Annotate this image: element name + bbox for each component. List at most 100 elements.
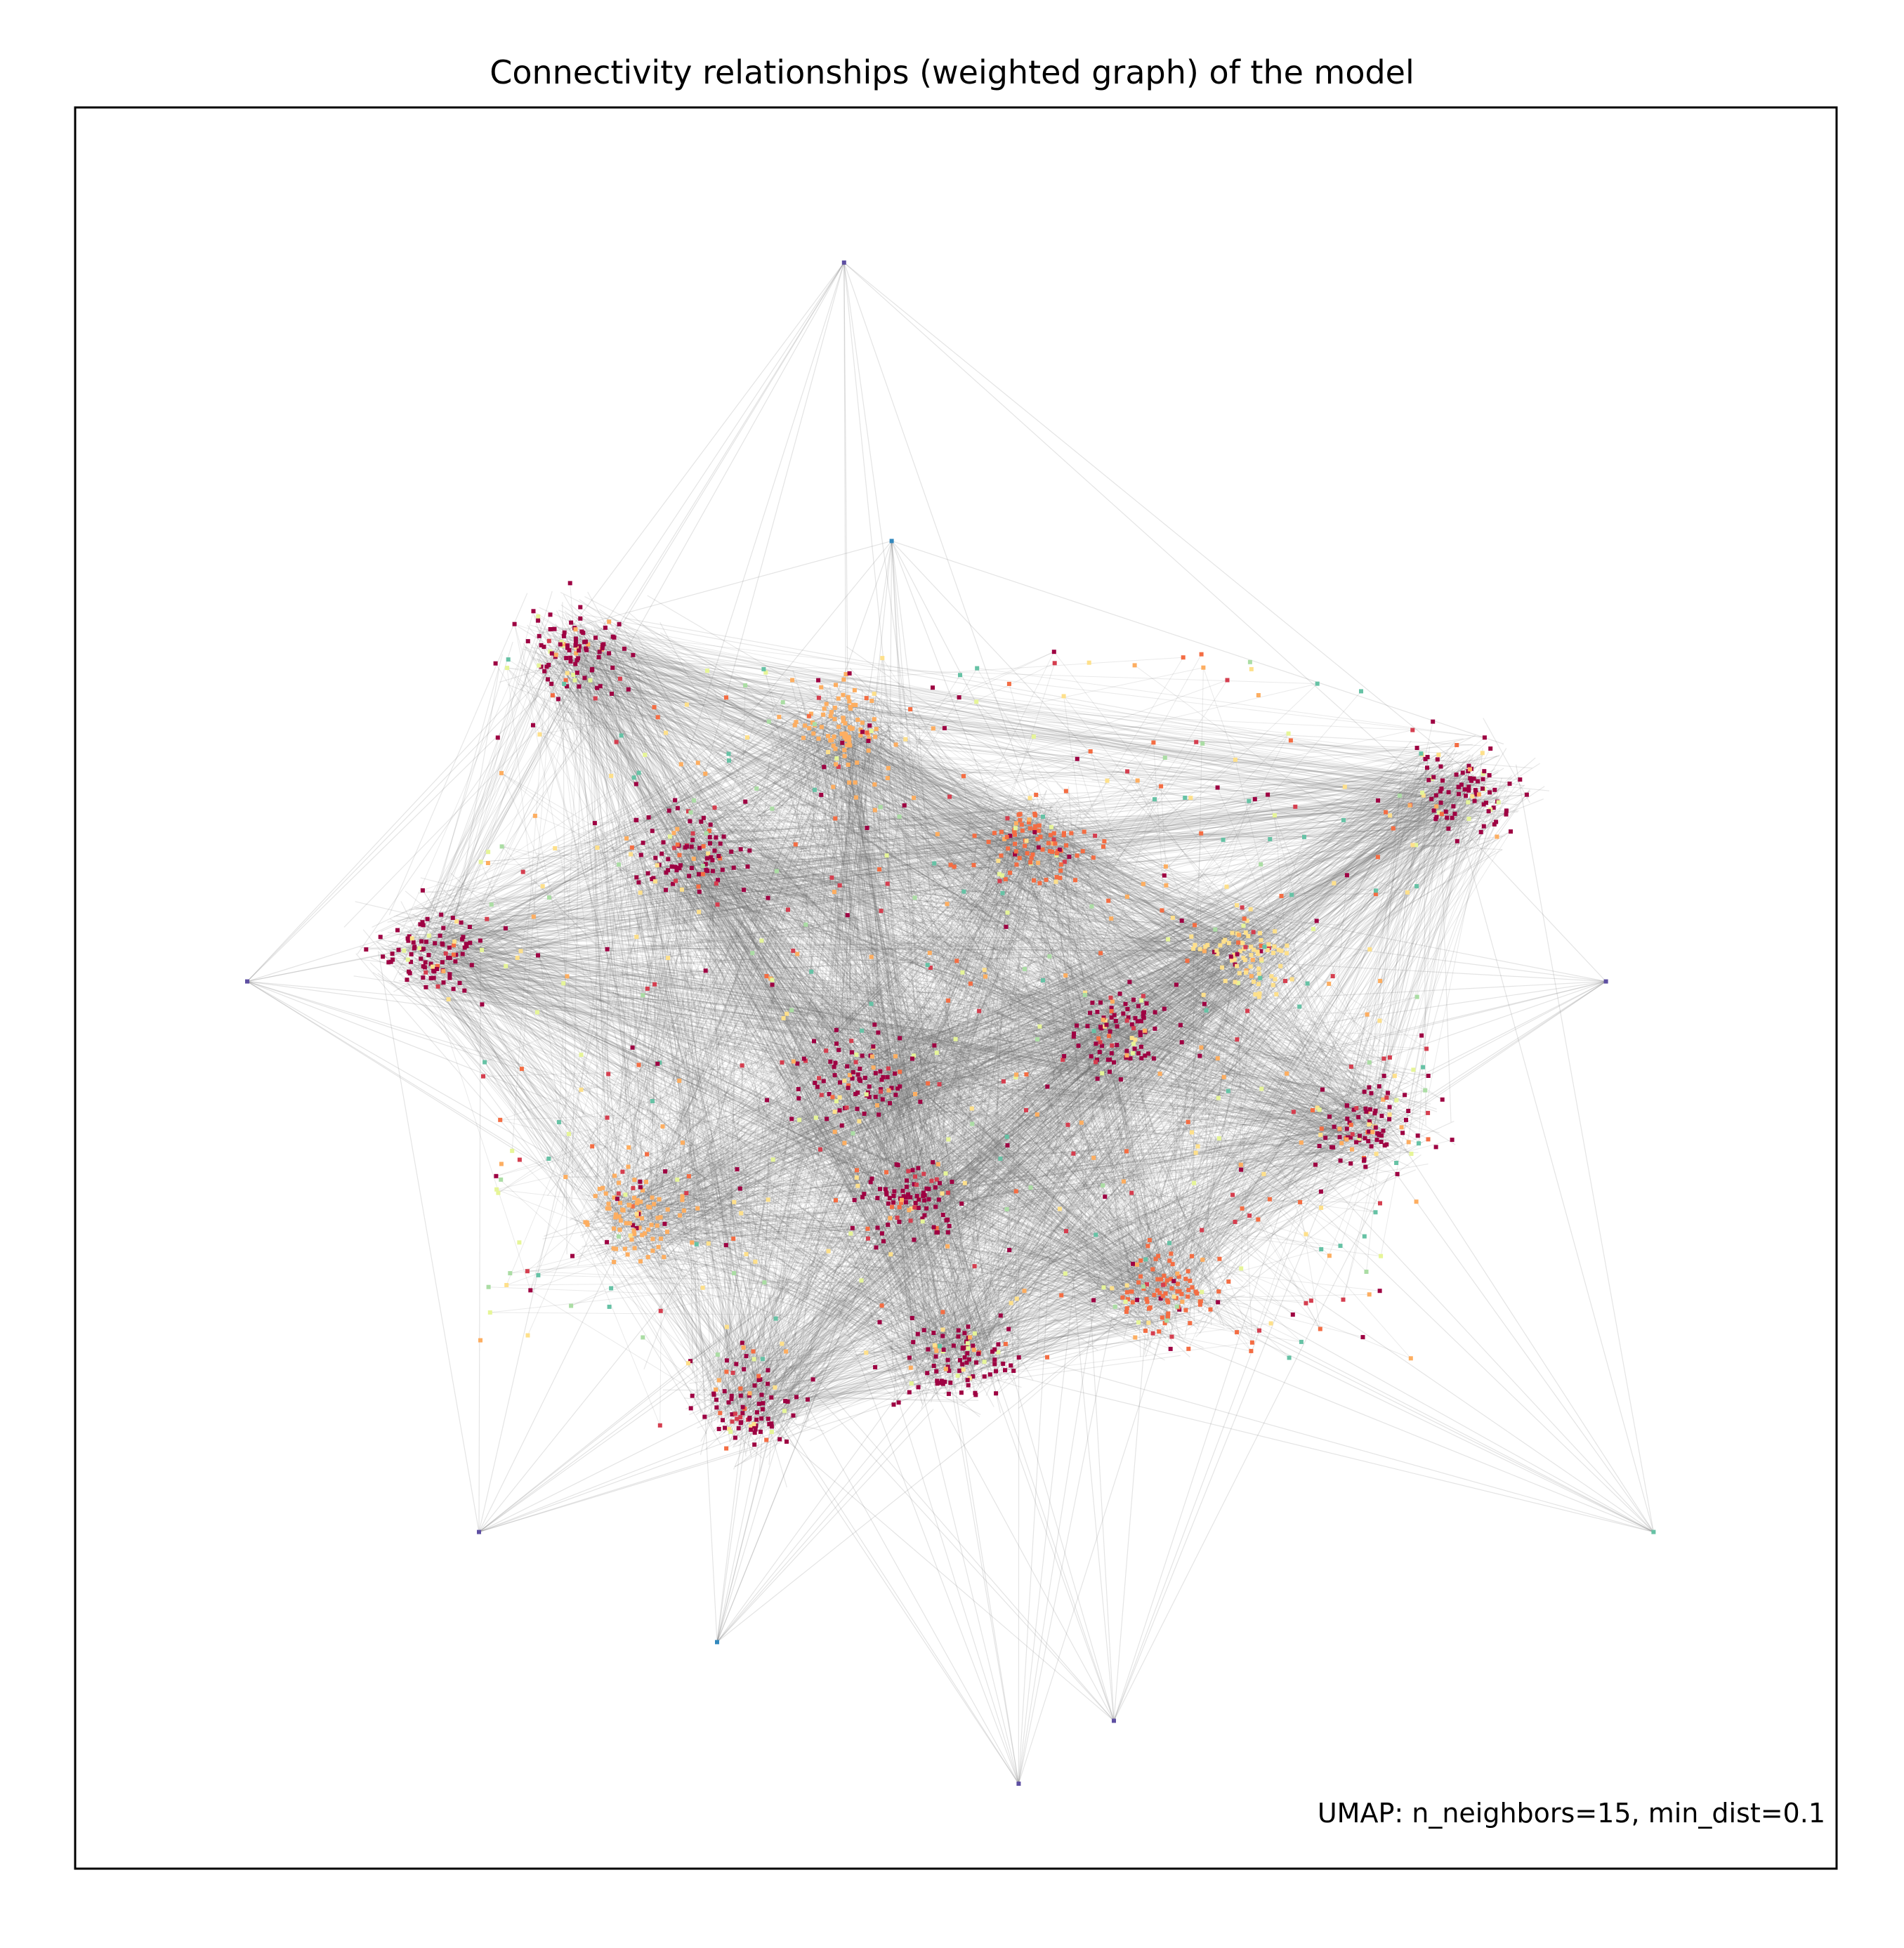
- graph-edge: [630, 887, 766, 1416]
- graph-edge: [841, 753, 1094, 832]
- graph-edge: [892, 774, 1410, 1213]
- graph-edge: [603, 704, 827, 1261]
- graph-node: [553, 652, 558, 657]
- graph-edge: [669, 874, 746, 1383]
- graph-edge: [1142, 820, 1473, 1308]
- graph-node: [936, 1197, 941, 1202]
- graph-edge: [638, 1223, 945, 1243]
- graph-edge: [1377, 789, 1478, 1125]
- graph-edge: [946, 916, 1268, 1218]
- graph-node: [893, 1093, 898, 1098]
- graph-edge: [448, 725, 829, 918]
- graph-edge: [907, 857, 1050, 1189]
- graph-edge: [885, 1036, 983, 1362]
- graph-edge: [849, 1079, 858, 1211]
- graph-edge: [643, 728, 889, 1370]
- graph-edge: [361, 959, 1099, 1051]
- graph-edge: [431, 799, 1495, 932]
- graph-edge: [612, 1206, 1138, 1328]
- graph-edge: [423, 985, 876, 1061]
- graph-node: [680, 887, 684, 892]
- graph-edge: [543, 657, 1086, 1301]
- graph-edge: [888, 798, 1454, 1171]
- graph-edge: [407, 930, 929, 1356]
- graph-edge: [593, 697, 1295, 962]
- graph-edge: [917, 928, 1262, 1211]
- graph-edge: [608, 1255, 936, 1344]
- graph-edge: [1184, 948, 1259, 1338]
- graph-edge: [905, 813, 1068, 1187]
- graph-node: [1455, 838, 1459, 843]
- graph-edge: [884, 853, 1013, 1083]
- graph-edge: [1117, 1025, 1221, 1324]
- graph-edge: [859, 978, 1221, 1180]
- graph-edge: [641, 1074, 869, 1143]
- graph-edge: [801, 744, 851, 1043]
- graph-edge: [399, 934, 1183, 940]
- graph-edge: [683, 884, 1190, 1357]
- graph-edge: [593, 687, 1379, 1103]
- graph-edge: [397, 880, 684, 958]
- graph-edge: [905, 1105, 1386, 1227]
- graph-node: [1369, 1091, 1374, 1095]
- graph-edge: [894, 927, 1282, 1213]
- graph-edge: [526, 646, 881, 1202]
- graph-edge: [909, 1178, 983, 1345]
- graph-node: [1109, 1051, 1114, 1055]
- graph-edge: [904, 796, 1018, 836]
- graph-edge: [864, 1072, 1183, 1319]
- graph-node: [1313, 1162, 1318, 1167]
- graph-node: [409, 952, 414, 956]
- graph-edge: [1122, 1001, 1329, 1121]
- graph-edge: [722, 881, 1018, 1395]
- graph-node: [1440, 1097, 1445, 1102]
- graph-edge: [728, 978, 1240, 1422]
- graph-edge: [833, 749, 1369, 1070]
- graph-edge: [587, 643, 771, 1371]
- graph-edge: [770, 877, 1047, 1434]
- graph-node: [879, 1089, 883, 1094]
- graph-node: [871, 1044, 876, 1049]
- graph-edge: [853, 1212, 1225, 1329]
- graph-edge: [444, 734, 851, 947]
- graph-edge: [874, 724, 1155, 1327]
- graph-node: [874, 1245, 879, 1250]
- graph-node: [940, 1191, 945, 1196]
- graph-edge: [836, 713, 907, 1056]
- graph-node: [1478, 829, 1483, 834]
- graph-edge: [575, 654, 1176, 1291]
- graph-node: [880, 1097, 885, 1102]
- graph-edge: [579, 631, 716, 1412]
- graph-edge: [542, 1175, 902, 1239]
- graph-edge: [684, 788, 1485, 883]
- graph-edge: [608, 643, 1385, 1102]
- graph-edge: [591, 628, 809, 1421]
- graph-edge: [440, 697, 858, 923]
- graph-edge: [852, 732, 1196, 982]
- graph-edge: [397, 947, 846, 1076]
- graph-edge: [829, 723, 1004, 793]
- graph-edge: [560, 651, 1102, 1015]
- graph-edge: [370, 957, 896, 1164]
- graph-edge: [667, 1014, 1111, 1197]
- graph-edge: [629, 1201, 1163, 1277]
- graph-edge: [832, 763, 1540, 1220]
- graph-edge: [409, 928, 875, 1343]
- graph-edge: [620, 647, 1386, 838]
- graph-node: [738, 847, 743, 852]
- graph-edge: [1049, 839, 1228, 956]
- graph-edge: [872, 1000, 1122, 1169]
- graph-edge: [775, 1058, 966, 1365]
- graph-edge: [576, 690, 1532, 769]
- graph-edge: [659, 824, 1038, 864]
- graph-edge: [574, 644, 1062, 841]
- graph-edge: [721, 1091, 848, 1360]
- graph-node: [906, 1169, 911, 1173]
- graph-node: [1121, 1011, 1126, 1016]
- graph-edge: [805, 713, 1373, 1129]
- graph-edge: [564, 610, 1098, 1075]
- graph-edge: [709, 731, 825, 1155]
- graph-node: [1327, 1114, 1332, 1119]
- graph-edge: [943, 1079, 1367, 1394]
